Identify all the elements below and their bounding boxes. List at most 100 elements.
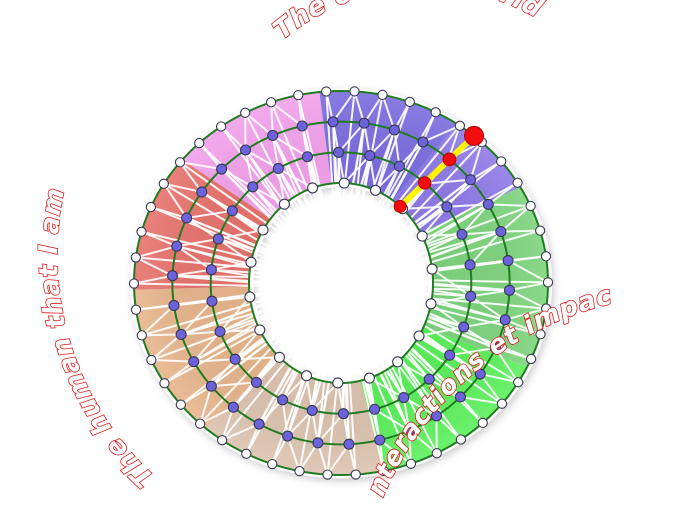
ring-node[interactable] [241, 448, 252, 459]
ring-node[interactable] [458, 321, 470, 333]
ring-node[interactable] [542, 277, 554, 288]
ring-node[interactable] [338, 177, 350, 189]
ring-node[interactable] [267, 458, 278, 470]
highlight-path[interactable] [393, 125, 485, 213]
ring-node[interactable] [205, 264, 217, 276]
ring-node[interactable] [369, 403, 381, 415]
ring-node[interactable] [337, 408, 350, 420]
ring-node[interactable] [244, 291, 256, 303]
ring-node[interactable] [226, 205, 238, 217]
ring-node[interactable] [456, 228, 468, 240]
ring-node[interactable] [214, 326, 226, 338]
ring-node[interactable] [216, 435, 228, 446]
ring-node[interactable] [277, 394, 289, 406]
ring-node[interactable] [502, 254, 514, 267]
ring-node[interactable] [525, 353, 537, 365]
highlight-polyline[interactable] [397, 132, 478, 210]
ring-node[interactable] [301, 151, 313, 163]
ring-node[interactable] [272, 162, 284, 175]
ring-node[interactable] [175, 328, 187, 340]
ring-node[interactable] [254, 324, 266, 336]
ring-node[interactable] [171, 240, 183, 252]
ring-node[interactable] [227, 401, 239, 413]
ring-node[interactable] [430, 410, 443, 422]
ring-node[interactable] [525, 200, 536, 212]
ring-node[interactable] [512, 177, 523, 188]
ring-node[interactable] [282, 430, 294, 442]
ring-node[interactable] [499, 314, 511, 326]
ring-node[interactable] [240, 107, 251, 118]
ring-node[interactable] [503, 284, 516, 296]
ring-node[interactable] [168, 299, 180, 312]
ring-node[interactable] [181, 212, 193, 224]
ring-node[interactable] [196, 186, 208, 198]
ring-node[interactable] [166, 270, 179, 282]
ring-node[interactable] [175, 399, 186, 410]
highlight-node-2[interactable] [442, 152, 457, 167]
ring-node[interactable] [253, 418, 265, 430]
ring-node[interactable] [474, 368, 486, 380]
ring-node[interactable] [431, 448, 442, 459]
ring-node[interactable] [369, 184, 382, 196]
ring-node[interactable] [267, 129, 279, 142]
highlight-node-3[interactable] [464, 125, 485, 146]
ring-node[interactable] [413, 330, 425, 342]
ring-node[interactable] [159, 378, 170, 389]
ring-node[interactable] [145, 201, 157, 213]
ring-node[interactable] [363, 372, 375, 384]
ring-node[interactable] [455, 434, 467, 445]
ring-node[interactable] [425, 298, 437, 310]
ring-node[interactable] [265, 97, 277, 108]
ring-node[interactable] [535, 225, 546, 236]
ring-node[interactable] [128, 278, 140, 289]
ring-node[interactable] [332, 146, 345, 158]
ring-node[interactable] [398, 391, 410, 404]
ring-node[interactable] [441, 201, 453, 213]
ring-node[interactable] [423, 373, 435, 385]
ring-node[interactable] [349, 86, 360, 97]
ring-node[interactable] [130, 304, 142, 315]
ring-node[interactable] [430, 107, 441, 118]
ring-node[interactable] [393, 160, 405, 172]
ring-node[interactable] [358, 117, 370, 129]
ring-node[interactable] [513, 377, 524, 388]
ring-node[interactable] [374, 434, 386, 446]
highlight-node-0[interactable] [393, 199, 407, 213]
ring-node[interactable] [464, 259, 476, 271]
ring-node[interactable] [307, 182, 319, 194]
ring-node[interactable] [294, 465, 305, 477]
ring-node[interactable] [454, 391, 466, 403]
ring-node[interactable] [364, 150, 376, 162]
highlight-node-1[interactable] [418, 176, 432, 190]
ring-node[interactable] [229, 353, 241, 365]
ring-node[interactable] [332, 377, 344, 389]
ring-node[interactable] [130, 252, 141, 263]
ring-node[interactable] [239, 144, 252, 156]
ring-node[interactable] [477, 417, 488, 429]
ring-node[interactable] [540, 251, 552, 262]
ring-node[interactable] [194, 137, 205, 149]
ring-node[interactable] [404, 96, 415, 108]
ring-node[interactable] [496, 398, 508, 409]
ring-node[interactable] [312, 437, 324, 449]
ring-node[interactable] [444, 349, 456, 361]
ring-node[interactable] [489, 342, 501, 354]
ring-node[interactable] [496, 156, 507, 167]
ring-node[interactable] [205, 380, 217, 392]
ring-node[interactable] [417, 136, 429, 148]
ring-node[interactable] [541, 303, 552, 314]
ring-node[interactable] [257, 224, 269, 236]
ring-node[interactable] [296, 120, 308, 132]
ring-node[interactable] [174, 157, 186, 168]
ring-node[interactable] [195, 418, 206, 429]
ring-node[interactable] [322, 469, 333, 480]
ring-node[interactable] [250, 376, 262, 388]
ring-node[interactable] [300, 370, 313, 382]
ring-node[interactable] [327, 116, 339, 128]
ring-node[interactable] [416, 230, 428, 242]
ring-node[interactable] [146, 354, 157, 366]
ring-node[interactable] [212, 233, 224, 245]
ring-node[interactable] [403, 424, 415, 437]
ring-node[interactable] [278, 198, 290, 210]
ring-node[interactable] [158, 178, 169, 189]
